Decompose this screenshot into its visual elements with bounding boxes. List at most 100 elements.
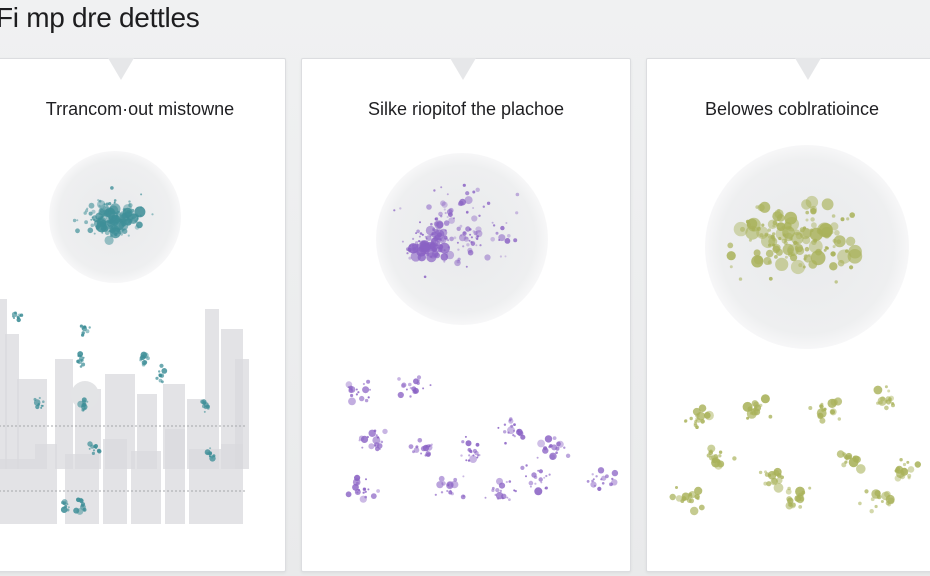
scatter-dot [431, 232, 435, 236]
scatter-dot [775, 248, 783, 256]
scatter-dot [692, 407, 701, 416]
scatter-dot [761, 223, 765, 227]
scatter-dot [40, 406, 43, 409]
scatter-dot [845, 249, 849, 253]
scatter-dot [140, 206, 143, 209]
panel-teal: Trrancom·out mistowne [0, 58, 286, 572]
scatter-dot [467, 459, 471, 462]
scatter-dot [611, 477, 614, 481]
scatter-dot [473, 231, 478, 236]
scatter-dot [462, 475, 465, 478]
scatter-dot [784, 217, 799, 232]
scatter-dot [125, 212, 130, 217]
scatter-dot [128, 203, 133, 208]
scatter-dot [443, 249, 446, 252]
scatter-dot [401, 383, 406, 389]
scatter-dot [121, 228, 128, 234]
scatter-dot [759, 233, 764, 238]
scatter-dot [445, 250, 455, 260]
scatter-dot [475, 244, 478, 247]
scatter-dot [419, 232, 423, 235]
scatter-dot [537, 439, 545, 448]
scatter-dot [555, 451, 558, 455]
scatter-dot [97, 199, 100, 202]
scatter-dot [158, 370, 161, 373]
scatter-dot [88, 326, 91, 329]
scatter-dot [505, 222, 508, 224]
scatter-dot [856, 464, 866, 474]
scatter-dot [830, 409, 836, 415]
scatter-dot [752, 408, 756, 412]
scatter-dot [408, 382, 412, 387]
scatter-dot [465, 265, 468, 268]
scatter-dot [429, 384, 432, 387]
scatter-dot [840, 217, 845, 222]
scatter-dot [412, 237, 415, 240]
scatter-dot [208, 453, 211, 456]
scatter-dot [115, 222, 118, 225]
scatter-dot [874, 504, 878, 509]
scatter-dot [113, 220, 116, 222]
scatter-dot [503, 423, 507, 426]
scatter-dot [375, 434, 378, 437]
scatter-dot [675, 486, 678, 489]
building-silhouette [35, 444, 57, 524]
scatter-dot [203, 410, 206, 413]
scatter-dot [355, 393, 358, 396]
scatter-dot [439, 242, 450, 254]
scatter-dot [430, 443, 433, 446]
scatter-dot [436, 246, 439, 249]
scatter-dot [114, 219, 118, 223]
olive-cluster-illustration [669, 145, 921, 516]
scatter-dot [476, 454, 480, 457]
scatter-dot [19, 313, 24, 317]
scatter-dot [97, 200, 106, 209]
scatter-dot [818, 412, 822, 416]
scatter-dot [810, 208, 817, 215]
scatter-dot [870, 497, 875, 502]
scatter-dot [848, 244, 862, 259]
scatter-dot [514, 489, 517, 493]
scatter-dot [544, 486, 548, 490]
scatter-dot [841, 462, 847, 468]
scatter-dot [469, 449, 473, 453]
scatter-dot [802, 265, 806, 269]
scatter-dot [847, 454, 852, 460]
scatter-dot [479, 244, 482, 247]
scatter-dot [565, 453, 571, 458]
scatter-dot [91, 209, 96, 214]
scatter-dot [41, 404, 44, 407]
scatter-dot [848, 457, 859, 468]
scatter-dot [161, 380, 164, 384]
scatter-dot [431, 242, 434, 245]
scatter-dot [356, 481, 359, 485]
scatter-dot [16, 316, 20, 320]
scatter-dot [446, 193, 449, 196]
building-silhouette [137, 394, 157, 469]
scatter-dot [494, 493, 497, 496]
scatter-dot [127, 234, 130, 237]
scatter-dot [418, 235, 421, 238]
scatter-dot [113, 201, 116, 204]
scatter-dot [445, 237, 449, 241]
scatter-dot [609, 482, 613, 487]
scatter-dot [415, 241, 419, 245]
scatter-dot [458, 200, 464, 207]
scatter-dot [495, 231, 499, 235]
scatter-dot [93, 444, 98, 449]
scatter-dot [707, 444, 716, 453]
scatter-dot [804, 246, 810, 252]
scatter-dot [760, 394, 770, 404]
scatter-dot [91, 216, 94, 219]
scatter-dot [151, 213, 154, 216]
panel-title-teal: Trrancom·out mistowne [45, 99, 235, 119]
scatter-dot [772, 232, 776, 236]
scatter-dot [703, 412, 711, 419]
panel-notch-teal [108, 58, 134, 80]
scatter-dot [350, 393, 354, 398]
scatter-dot [510, 424, 514, 428]
scatter-dot [136, 221, 143, 229]
scatter-dot [689, 416, 693, 421]
scatter-dot [507, 234, 511, 238]
